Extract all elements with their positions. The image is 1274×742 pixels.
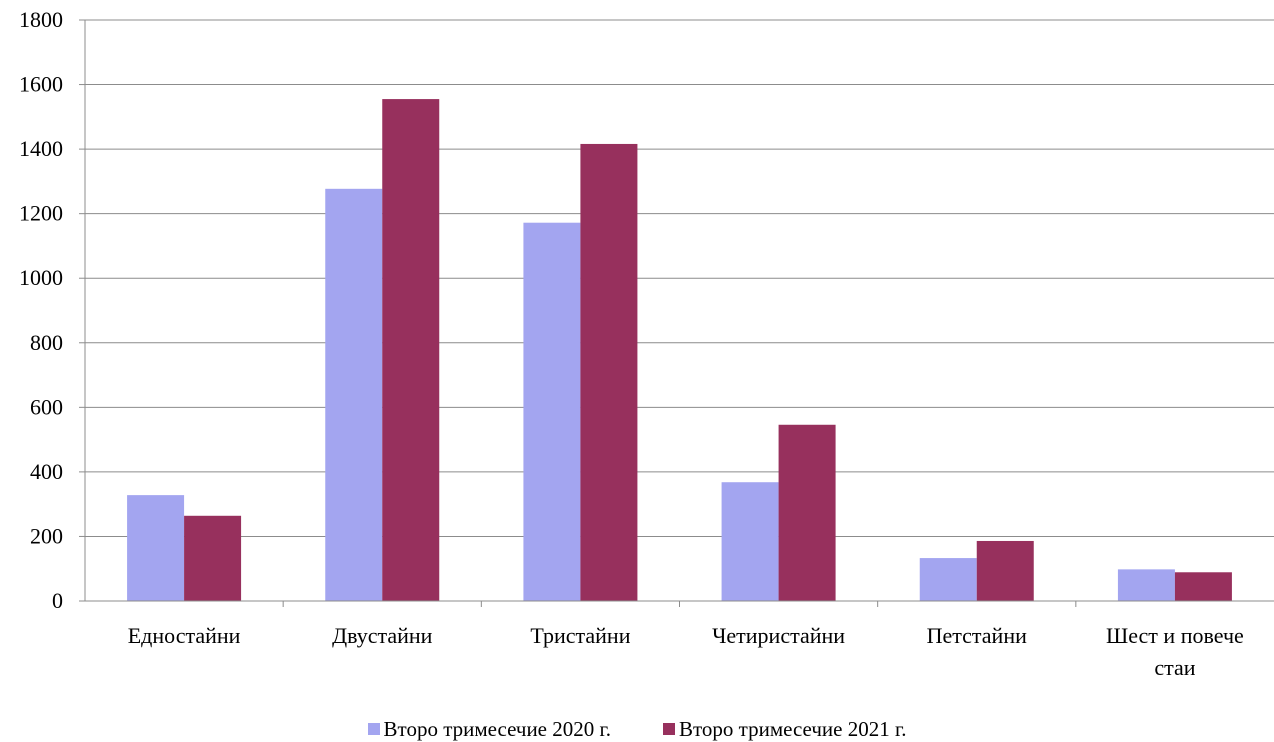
legend-label-2020: Второ тримесечие 2020 г.: [383, 716, 611, 741]
legend-item-2020: Второ тримесечие 2020 г.: [367, 716, 611, 742]
x-tick-label: Двустайни: [332, 623, 433, 648]
legend-swatch-2020: [367, 723, 380, 735]
y-tick-label: 400: [30, 459, 63, 484]
x-tick-label: Тристайни: [530, 623, 630, 648]
bar-2-6: [1174, 572, 1232, 601]
y-tick-label: 1800: [19, 7, 63, 32]
bar-1-6: [1117, 569, 1175, 601]
y-tick-label: 1400: [19, 136, 63, 161]
bar-2-4: [778, 424, 836, 601]
legend: Второ тримесечие 2020 г. Второ тримесечи…: [0, 716, 1274, 742]
x-tick-label: Четиристайни: [712, 623, 845, 648]
bar-2-2: [382, 99, 440, 601]
legend-swatch-2021: [663, 723, 675, 735]
x-tick-label: Едностайни: [128, 623, 241, 648]
x-tick-label: Шест и повече стаи: [1106, 623, 1244, 680]
bars: [127, 99, 1232, 602]
legend-item-2021: Второ тримесечие 2021 г.: [663, 717, 906, 742]
bar-1-3: [523, 222, 581, 601]
y-tick-label: 600: [30, 394, 63, 419]
y-axis-tick-labels: 0 200 400 600 800 1000 1200 1400 1600 1800: [19, 7, 63, 613]
axes: [84, 20, 1274, 607]
bar-2-5: [976, 540, 1034, 601]
legend-label-2021: Второ тримесечие 2021 г.: [679, 716, 907, 741]
y-tick-label: 1600: [19, 72, 63, 97]
y-tick-label: 200: [30, 523, 63, 548]
y-tick-label: 1200: [19, 201, 63, 226]
bar-1-1: [127, 495, 185, 601]
y-tick-label: 800: [30, 330, 63, 355]
bar-1-5: [919, 558, 977, 601]
bar-2-3: [580, 143, 638, 602]
gridlines: [79, 19, 1274, 602]
x-axis-category-labels: Едностайни Двустайни Тристайни Четиристайни…: [128, 623, 1244, 680]
bar-1-4: [721, 482, 779, 601]
x-tick-label: Петстайни: [927, 623, 1027, 648]
y-tick-label: 0: [52, 588, 63, 613]
bar-2-1: [184, 515, 242, 601]
bar-1-2: [325, 188, 383, 601]
y-tick-label: 1000: [19, 265, 63, 290]
